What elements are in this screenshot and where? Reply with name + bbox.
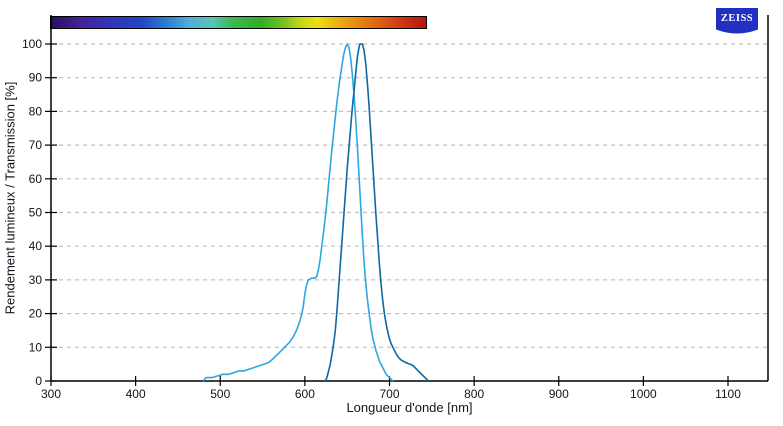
y-tick-label: 100 bbox=[22, 37, 42, 51]
x-tick-label: 800 bbox=[464, 387, 484, 401]
x-tick-label: 400 bbox=[126, 387, 146, 401]
zeiss-logo-graphic: ZEISS bbox=[716, 8, 758, 34]
y-tick-label: 60 bbox=[29, 172, 43, 186]
zeiss-logo-lens-shape bbox=[716, 8, 758, 34]
y-tick-label: 40 bbox=[29, 239, 43, 253]
x-tick-label: 300 bbox=[41, 387, 61, 401]
x-tick-label: 1100 bbox=[715, 387, 741, 401]
zeiss-logo: ZEISS bbox=[716, 8, 758, 38]
y-axis-title: Rendement lumineux / Transmission [%] bbox=[2, 81, 18, 315]
y-tick-label: 30 bbox=[29, 273, 43, 287]
y-tick-label: 90 bbox=[29, 71, 43, 85]
zeiss-logo-text: ZEISS bbox=[721, 13, 753, 24]
x-tick-label: 900 bbox=[549, 387, 569, 401]
y-tick-label: 10 bbox=[29, 340, 43, 354]
y-tick-label: 70 bbox=[29, 138, 43, 152]
x-tick-label: 1000 bbox=[630, 387, 657, 401]
light-blue-curve-series-line bbox=[202, 43, 394, 382]
y-tick-label: 0 bbox=[35, 374, 42, 388]
y-tick-label: 20 bbox=[29, 307, 43, 321]
dark-blue-curve-series-line bbox=[324, 43, 429, 382]
y-tick-label: 80 bbox=[29, 104, 43, 118]
x-tick-label: 700 bbox=[379, 387, 399, 401]
x-tick-label: 600 bbox=[295, 387, 315, 401]
y-tick-label: 50 bbox=[29, 206, 43, 220]
x-tick-label: 500 bbox=[210, 387, 230, 401]
x-axis-title: Longueur d'onde [nm] bbox=[346, 400, 473, 415]
